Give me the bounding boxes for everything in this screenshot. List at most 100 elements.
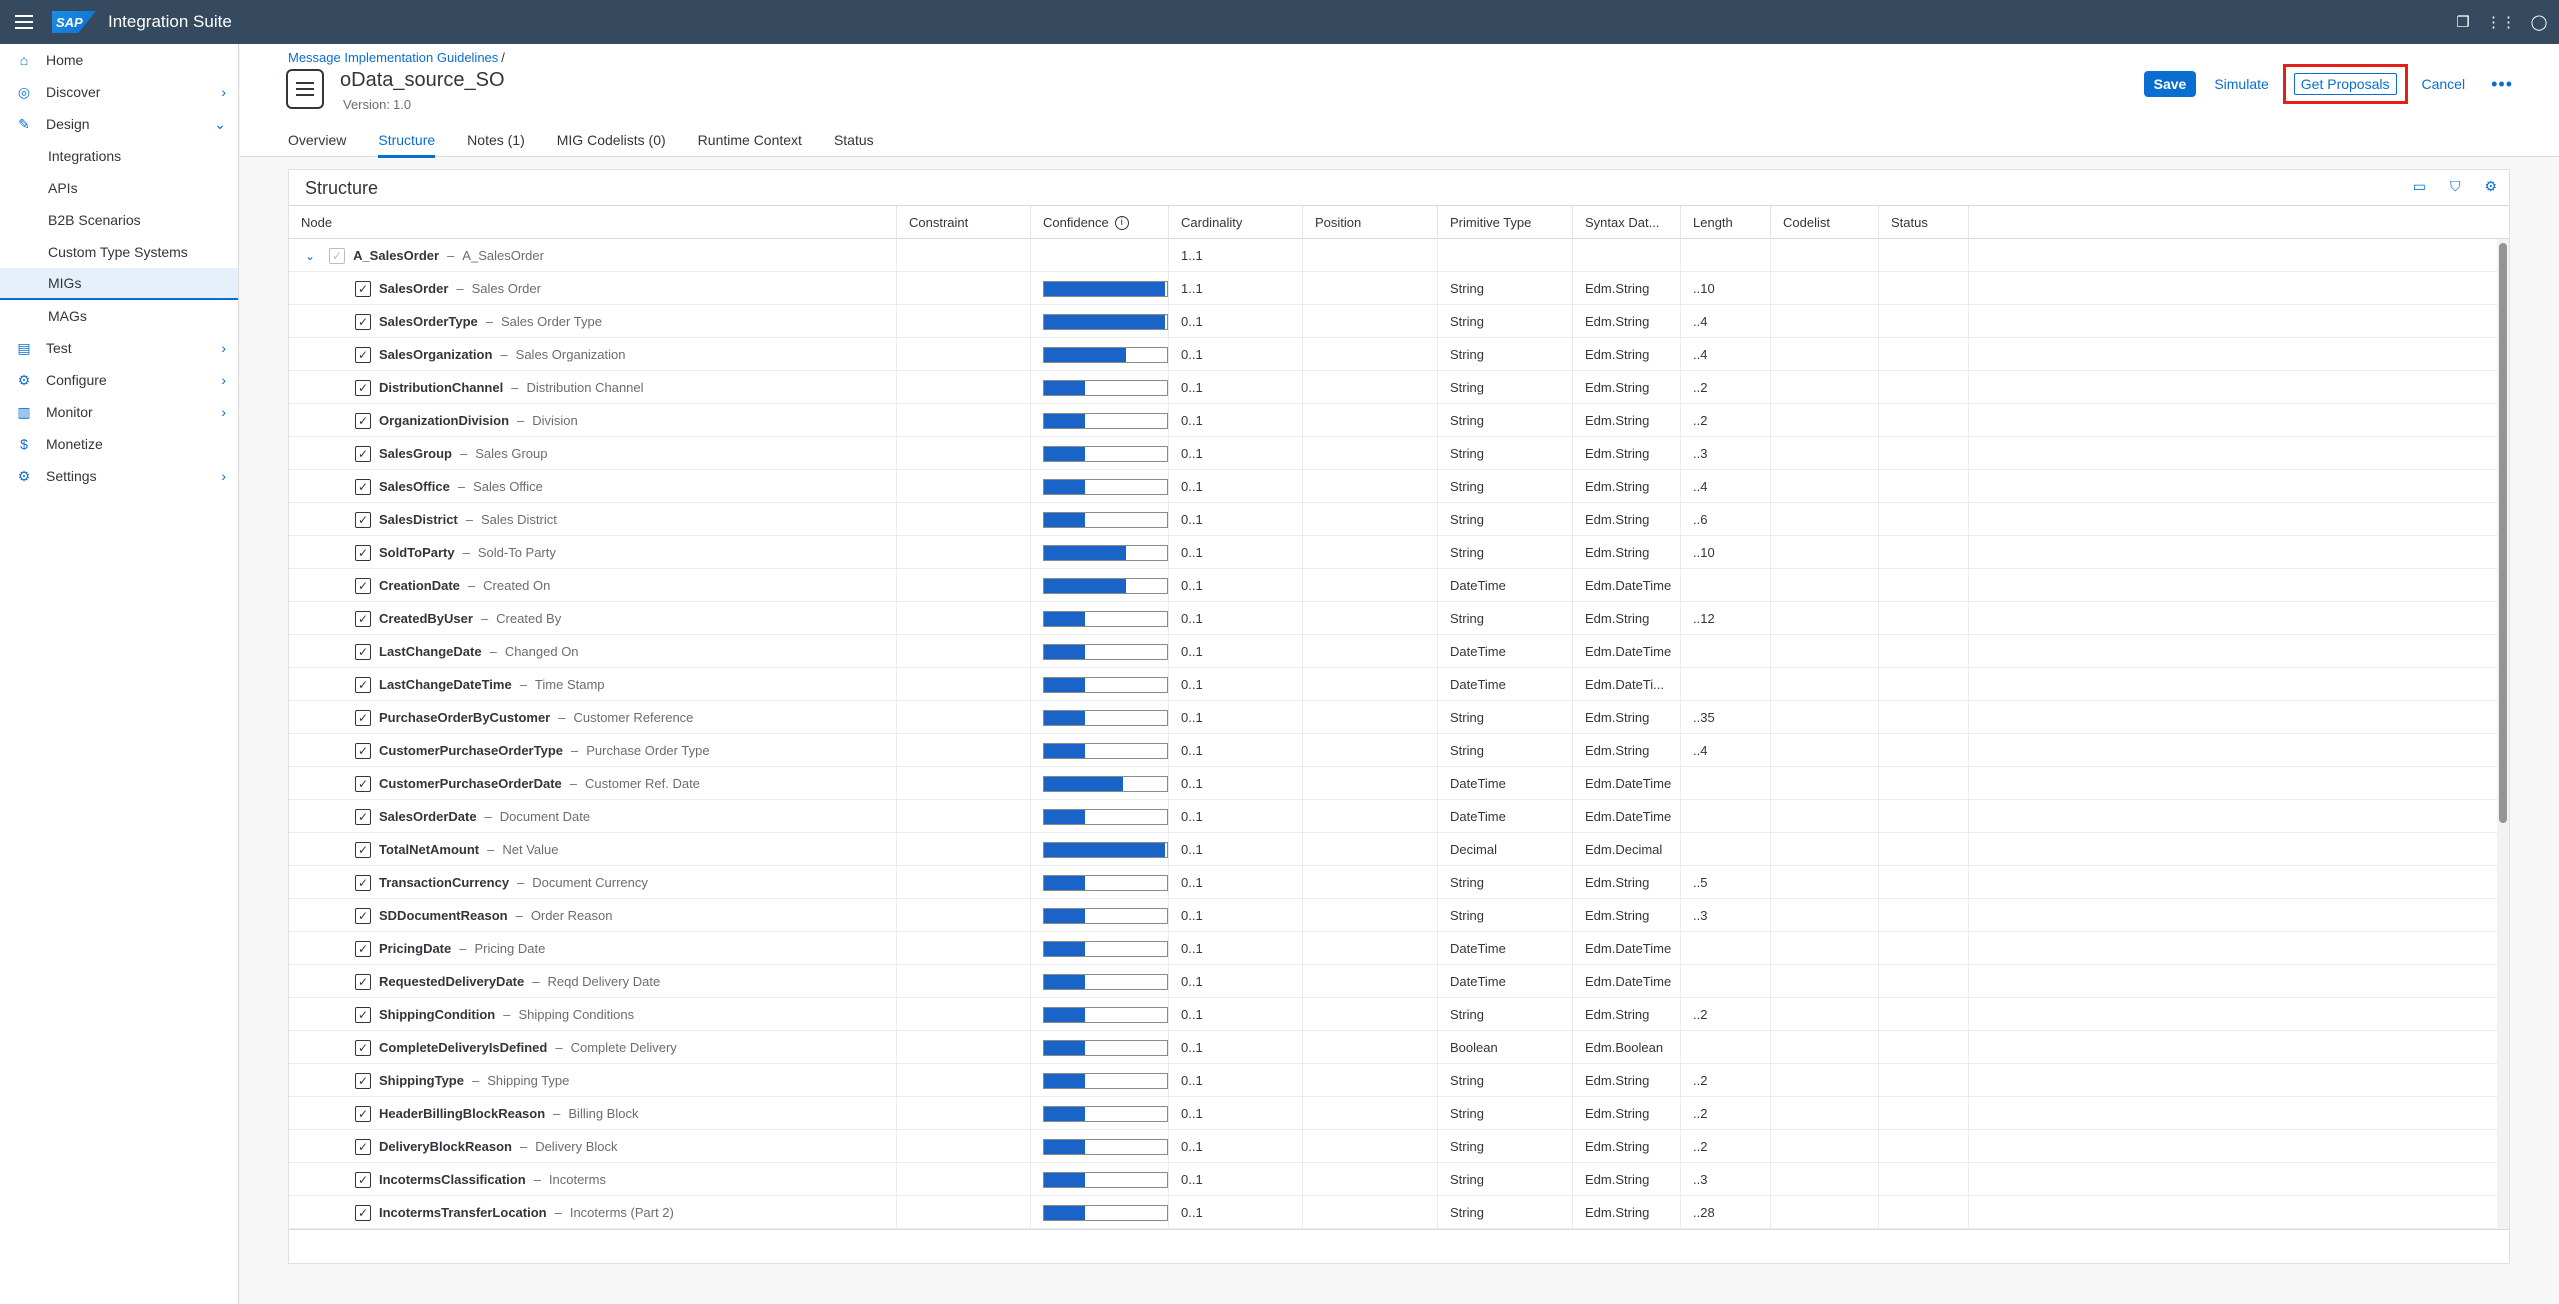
checkbox[interactable]: ✓: [355, 379, 371, 396]
scroll-thumb[interactable]: [2499, 243, 2507, 823]
tab-runtime-context[interactable]: Runtime Context: [697, 132, 802, 148]
column-header[interactable]: Position: [1303, 206, 1438, 239]
table-row[interactable]: ✓ TransactionCurrency – Document Currency 0.…: [289, 866, 2497, 899]
checkbox[interactable]: ✓: [329, 247, 346, 264]
table-row[interactable]: ✓ ShippingType – Shipping Type 0..1 String Edm…: [289, 1064, 2497, 1097]
checkbox[interactable]: ✓: [355, 1171, 371, 1188]
table-row[interactable]: ✓ HeaderBillingBlockReason – Billing Block 0…: [289, 1097, 2497, 1130]
table-row[interactable]: ✓ SDDocumentReason – Order Reason 0..1 String…: [289, 899, 2497, 932]
checkbox[interactable]: ✓: [355, 940, 371, 957]
simulate-button[interactable]: Simulate: [2214, 76, 2269, 92]
column-header[interactable]: Syntax Dat...: [1573, 206, 1681, 239]
copy-icon[interactable]: ❐: [2456, 14, 2470, 31]
tab-overview[interactable]: Overview: [288, 132, 347, 148]
checkbox[interactable]: ✓: [355, 874, 371, 891]
user-avatar-icon[interactable]: ◯: [2530, 14, 2548, 31]
more-actions-icon[interactable]: •••: [2491, 73, 2513, 94]
column-header[interactable]: Cardinality: [1169, 206, 1303, 239]
checkbox[interactable]: ✓: [355, 445, 371, 462]
chevron-icon[interactable]: ›: [221, 84, 226, 100]
sidebar-subitem-custom-type-systems[interactable]: Custom Type Systems: [48, 244, 188, 260]
column-header[interactable]: Primitive Type: [1438, 206, 1573, 239]
chevron-icon[interactable]: ⌄: [214, 115, 226, 132]
save-button[interactable]: Save: [2143, 71, 2197, 97]
checkbox[interactable]: ✓: [355, 808, 371, 825]
table-row[interactable]: ✓ DistributionChannel – Distribution Channe…: [289, 371, 2497, 404]
cancel-button[interactable]: Cancel: [2421, 76, 2466, 92]
table-row[interactable]: ✓ LastChangeDate – Changed On 0..1 DateTime Ed…: [289, 635, 2497, 668]
table-row[interactable]: ✓ SalesOrganization – Sales Organization 0..…: [289, 338, 2497, 371]
table-row[interactable]: ✓ IncotermsTransferLocation – Incoterms (Pa…: [289, 1196, 2497, 1229]
column-header[interactable]: Node: [289, 206, 897, 239]
column-header[interactable]: Codelist: [1771, 206, 1879, 239]
checkbox[interactable]: ✓: [355, 610, 371, 627]
table-row[interactable]: ⌄ ✓ A_SalesOrder – A_SalesOrder 1..1: [289, 239, 2497, 272]
sidebar-item-monetize[interactable]: $ Monetize: [0, 428, 238, 460]
table-row[interactable]: ✓ SalesGroup – Sales Group 0..1 String Edm.Str…: [289, 437, 2497, 470]
sidebar-subitem-mags[interactable]: MAGs: [48, 308, 87, 324]
table-row[interactable]: ✓ TotalNetAmount – Net Value 0..1 Decimal Edm.…: [289, 833, 2497, 866]
shield-icon[interactable]: ⛉: [2449, 178, 2461, 194]
menu-icon[interactable]: [0, 0, 48, 44]
checkbox[interactable]: ✓: [355, 709, 371, 726]
chevron-down-icon[interactable]: ⌄: [305, 248, 316, 263]
sidebar-item-configure[interactable]: ⚙ Configure ›: [0, 364, 238, 396]
tab-structure[interactable]: Structure: [378, 122, 435, 158]
table-row[interactable]: ✓ PricingDate – Pricing Date 0..1 DateTime Edm…: [289, 932, 2497, 965]
checkbox[interactable]: ✓: [355, 1138, 371, 1155]
column-header[interactable]: Constraint: [897, 206, 1031, 239]
sidebar-item-home[interactable]: ⌂ Home: [0, 44, 238, 76]
table-row[interactable]: ✓ OrganizationDivision – Division 0..1 String…: [289, 404, 2497, 437]
breadcrumb-link[interactable]: Message Implementation Guidelines: [288, 50, 499, 65]
table-row[interactable]: ✓ CreatedByUser – Created By 0..1 String Edm.S…: [289, 602, 2497, 635]
comment-icon[interactable]: ▭: [2412, 178, 2426, 194]
sidebar-item-design[interactable]: ✎ Design ⌄: [0, 108, 238, 140]
table-row[interactable]: ✓ SoldToParty – Sold-To Party 0..1 String Edm.…: [289, 536, 2497, 569]
checkbox[interactable]: ✓: [355, 478, 371, 495]
sidebar-item-discover[interactable]: ◎ Discover ›: [0, 76, 238, 108]
checkbox[interactable]: ✓: [355, 544, 371, 561]
sidebar-subitem-migs[interactable]: MIGs: [0, 268, 238, 300]
table-row[interactable]: ✓ SalesOrderDate – Document Date 0..1 DateTim…: [289, 800, 2497, 833]
tab-notes[interactable]: Notes (1): [467, 132, 525, 148]
table-row[interactable]: ✓ CreationDate – Created On 0..1 DateTime Edm.…: [289, 569, 2497, 602]
table-row[interactable]: ✓ CustomerPurchaseOrderType – Purchase Orde…: [289, 734, 2497, 767]
table-row[interactable]: ✓ RequestedDeliveryDate – Reqd Delivery Dat…: [289, 965, 2497, 998]
table-row[interactable]: ✓ PurchaseOrderByCustomer – Customer Refere…: [289, 701, 2497, 734]
table-row[interactable]: ✓ SalesOrder – Sales Order 1..1 String Edm.Str…: [289, 272, 2497, 305]
table-row[interactable]: ✓ ShippingCondition – Shipping Conditions 0.…: [289, 998, 2497, 1031]
sidebar-item-settings[interactable]: ⚙ Settings ›: [0, 460, 238, 492]
checkbox[interactable]: ✓: [355, 313, 371, 330]
tab-mig-codelists[interactable]: MIG Codelists (0): [556, 132, 666, 148]
chevron-icon[interactable]: ›: [221, 404, 226, 420]
checkbox[interactable]: ✓: [355, 676, 371, 693]
checkbox[interactable]: ✓: [355, 412, 371, 429]
checkbox[interactable]: ✓: [355, 511, 371, 528]
table-row[interactable]: ✓ SalesOffice – Sales Office 0..1 String Edm.S…: [289, 470, 2497, 503]
chevron-icon[interactable]: ›: [221, 468, 226, 484]
chevron-icon[interactable]: ›: [221, 372, 226, 388]
column-header[interactable]: Status: [1879, 206, 1969, 239]
table-row[interactable]: ✓ DeliveryBlockReason – Delivery Block 0..1 S…: [289, 1130, 2497, 1163]
checkbox[interactable]: ✓: [355, 1072, 371, 1089]
table-row[interactable]: ✓ SalesDistrict – Sales District 0..1 String E…: [289, 503, 2497, 536]
checkbox[interactable]: ✓: [355, 1006, 371, 1023]
table-row[interactable]: ✓ LastChangeDateTime – Time Stamp 0..1 DateTi…: [289, 668, 2497, 701]
sidebar-subitem-apis[interactable]: APIs: [48, 180, 78, 196]
checkbox[interactable]: ✓: [355, 1204, 371, 1221]
get-proposals-button[interactable]: Get Proposals: [2293, 73, 2397, 95]
checkbox[interactable]: ✓: [355, 1039, 371, 1056]
info-icon[interactable]: i: [1114, 215, 1129, 230]
table-row[interactable]: ✓ SalesOrderType – Sales Order Type 0..1 Stri…: [289, 305, 2497, 338]
table-row[interactable]: ✓ CustomerPurchaseOrderDate – Customer Ref.…: [289, 767, 2497, 800]
checkbox[interactable]: ✓: [355, 973, 371, 990]
checkbox[interactable]: ✓: [355, 1105, 371, 1122]
sidebar-item-monitor[interactable]: ▥ Monitor ›: [0, 396, 238, 428]
checkbox[interactable]: ✓: [355, 577, 371, 594]
column-header[interactable]: Length: [1681, 206, 1771, 239]
tab-status[interactable]: Status: [833, 132, 874, 148]
checkbox[interactable]: ✓: [355, 775, 371, 792]
app-grid-icon[interactable]: ⋮⋮: [2486, 14, 2516, 31]
table-row[interactable]: ✓ CompleteDeliveryIsDefined – Complete Deli…: [289, 1031, 2497, 1064]
sidebar-subitem-integrations[interactable]: Integrations: [48, 148, 122, 164]
